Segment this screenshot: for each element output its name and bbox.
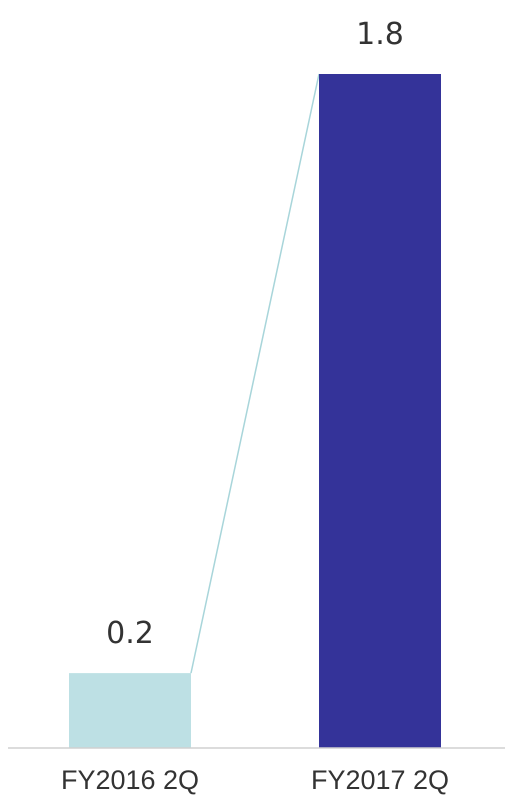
x-tick-label-1: FY2017 2Q — [311, 765, 449, 795]
connector-line-0 — [190, 73, 320, 674]
bar-0 — [69, 673, 191, 748]
x-tick-label-0: FY2016 2Q — [61, 765, 199, 795]
data-label-0: 0.2 — [106, 616, 154, 651]
data-labels: 0.2 1.8 — [106, 17, 404, 651]
x-tick-labels: FY2016 2Q FY2017 2Q — [61, 765, 449, 795]
bars — [69, 74, 441, 748]
data-label-1: 1.8 — [356, 17, 404, 52]
connector-lines — [190, 73, 320, 674]
bar-1 — [319, 74, 441, 748]
